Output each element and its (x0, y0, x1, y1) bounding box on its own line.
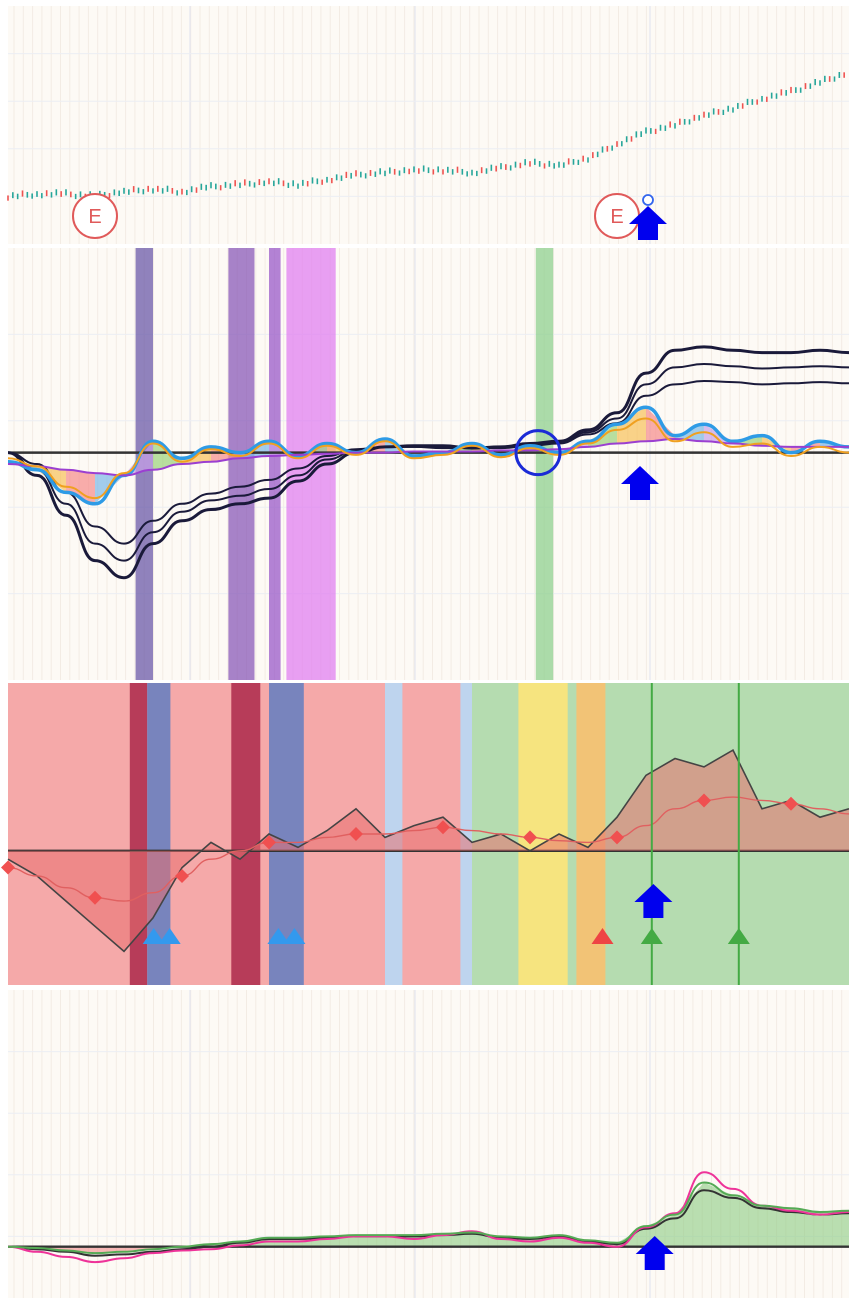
regime-diamond-marker (1, 860, 15, 875)
vertical-band (460, 683, 472, 985)
regime-diamond-marker (262, 835, 276, 850)
ribbon-series-line (7, 345, 849, 580)
vertical-band (269, 248, 281, 680)
regime-diamond-marker (697, 793, 711, 808)
momentum-area (704, 1182, 733, 1247)
momentum-panel (7, 990, 849, 1298)
vertical-band (535, 248, 554, 680)
oscillator-ribbon-panel (7, 248, 849, 680)
regime-diamond-marker (523, 830, 537, 845)
ribbon-series-line (7, 379, 849, 545)
price-panel-background (8, 6, 849, 244)
momentum-area (66, 1246, 95, 1254)
buy-signal-arrow (635, 1236, 674, 1270)
regime-series-line (7, 748, 849, 953)
regime-diamond-marker (610, 830, 624, 845)
regime-area (8, 750, 849, 952)
triangle-marker (640, 928, 663, 944)
highlight-circle (514, 429, 562, 477)
momentum-area (443, 1232, 472, 1247)
momentum-area (733, 1195, 762, 1247)
regime-diamond-marker (349, 827, 363, 841)
regime-panel (1, 683, 849, 985)
ribbon-series-line (7, 437, 849, 477)
triangle-marker (283, 928, 306, 944)
vertical-band (228, 248, 255, 680)
triangle-marker (267, 928, 290, 944)
momentum-series-line (7, 1171, 849, 1264)
buy-signal-arrow (621, 466, 659, 500)
ribbon-series-line (7, 417, 849, 500)
momentum-area (356, 1235, 385, 1247)
triangle-marker (142, 928, 165, 944)
momentum-series-line (7, 1181, 849, 1255)
regime-diamond-marker (436, 820, 450, 835)
earnings-label: E (610, 206, 623, 228)
ribbon-fill (675, 424, 704, 442)
momentum-area (675, 1182, 704, 1247)
regime-diamond-marker (88, 890, 102, 905)
ribbon-series-line (7, 405, 849, 506)
vertical-band (231, 683, 261, 985)
regime-diamond-marker (784, 796, 798, 811)
earnings-label: E (88, 206, 101, 228)
momentum-area (820, 1210, 849, 1247)
ribbon-fill (153, 441, 182, 470)
regime-diamond-marker (175, 868, 189, 883)
buy-signal-arrow (634, 884, 673, 918)
triangle-marker (158, 928, 181, 944)
triangle-marker (727, 928, 750, 944)
signal-dot (642, 194, 654, 206)
momentum-area (791, 1208, 820, 1247)
buy-signal-arrow (629, 206, 667, 240)
momentum-series-line (7, 1189, 849, 1257)
momentum-area (762, 1205, 791, 1247)
triangle-marker (591, 928, 614, 944)
earnings-marker (72, 193, 118, 239)
